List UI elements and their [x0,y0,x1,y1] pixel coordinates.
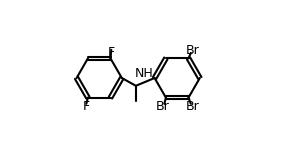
Text: NH: NH [134,67,153,80]
Text: F: F [108,46,115,59]
Text: Br: Br [185,100,199,113]
Text: Br: Br [156,100,170,113]
Text: Br: Br [185,44,199,57]
Text: F: F [83,100,90,113]
